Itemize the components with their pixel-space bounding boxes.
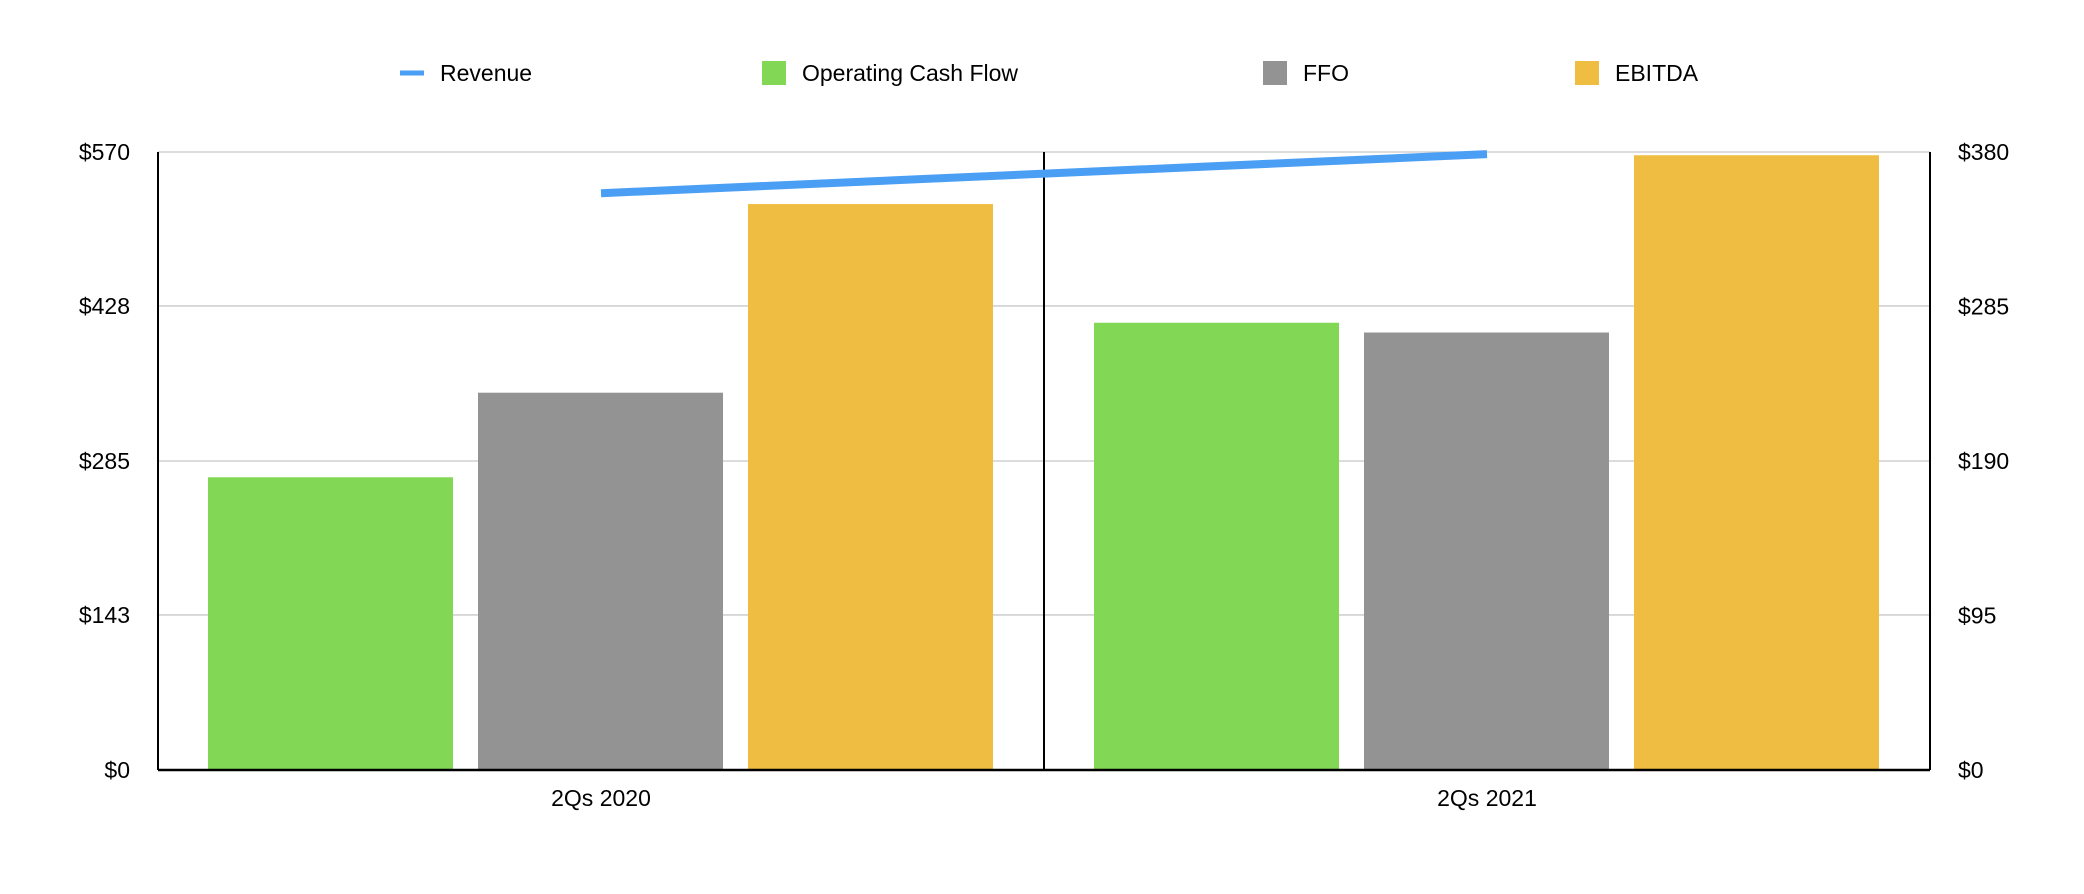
right-tick-label: $95 [1958, 603, 1996, 629]
bar-ebitda [1634, 155, 1879, 770]
right-tick-label: $0 [1958, 757, 1984, 783]
right-tick-label: $380 [1958, 139, 2009, 165]
right-axis-ticks: $0 $95 $190 $285 $380 [1958, 139, 2009, 783]
bar-operating-cash-flow [1094, 322, 1339, 770]
category-label: 2Qs 2020 [551, 785, 651, 811]
legend-label: FFO [1303, 60, 1349, 86]
left-axis-ticks: $0 $143 $285 $428 $570 [79, 139, 130, 783]
legend: Revenue Operating Cash Flow FFO EBITDA [400, 60, 1699, 86]
line-revenue [600, 150, 1488, 198]
bar-operating-cash-flow [208, 477, 453, 770]
right-tick-label: $190 [1958, 448, 2009, 474]
category-label: 2Qs 2021 [1437, 785, 1537, 811]
bars [208, 155, 1879, 770]
legend-label: Operating Cash Flow [802, 60, 1018, 86]
left-tick-label: $0 [104, 757, 130, 783]
legend-swatch [762, 61, 786, 85]
axes [157, 152, 1931, 772]
bar-ffo [1364, 332, 1609, 770]
legend-swatch [1575, 61, 1599, 85]
revenue-line-layer [600, 150, 1488, 198]
legend-label: Revenue [440, 60, 532, 86]
left-tick-label: $143 [79, 602, 130, 628]
legend-swatch [1263, 61, 1287, 85]
right-tick-label: $285 [1958, 294, 2009, 320]
left-tick-label: $570 [79, 139, 130, 165]
left-tick-label: $428 [79, 293, 130, 319]
bar-ffo [478, 392, 723, 770]
left-tick-label: $285 [79, 448, 130, 474]
bar-ebitda [748, 204, 993, 770]
category-labels: 2Qs 2020 2Qs 2021 [551, 785, 1537, 811]
legend-label: EBITDA [1615, 60, 1699, 86]
